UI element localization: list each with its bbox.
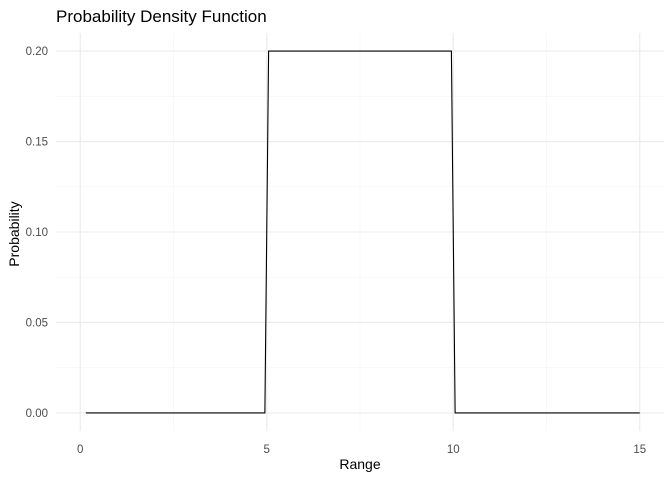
chart-title: Probability Density Function [56, 7, 267, 26]
series-layer [85, 50, 640, 414]
x-axis-label: Range [339, 456, 380, 472]
y-tick-label: 0.05 [26, 317, 48, 329]
x-tick-label: 15 [633, 444, 646, 456]
pdf-line-0 [85, 50, 640, 414]
x-tick-label: 0 [77, 444, 83, 456]
x-tick-label: 10 [447, 444, 460, 456]
y-tick-labels: 0.00 0.05 0.10 0.15 0.20 [26, 46, 48, 420]
grid-minor [56, 33, 664, 431]
y-axis-label: Probability [6, 201, 22, 266]
x-tick-labels: 0 5 10 15 [77, 444, 646, 456]
y-tick-label: 0.15 [26, 137, 48, 149]
y-tick-label: 0.00 [26, 408, 48, 420]
x-tick-label: 5 [264, 444, 270, 456]
y-tick-label: 0.10 [26, 227, 48, 239]
y-tick-label: 0.20 [26, 46, 48, 58]
